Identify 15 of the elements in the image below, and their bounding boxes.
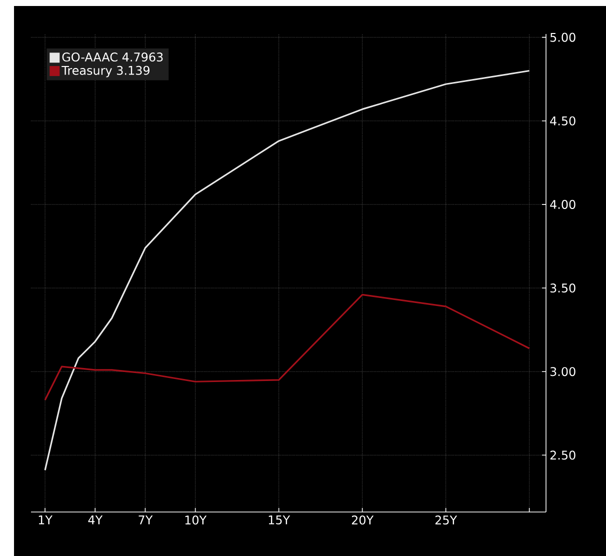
- legend-label: Treasury 3.139: [62, 66, 150, 78]
- x-tick-label: 1Y: [38, 516, 53, 524]
- y-tick-label: 4.50: [550, 116, 576, 126]
- x-tick-label: 15Y: [268, 516, 290, 524]
- x-tick-label: 7Y: [138, 516, 153, 524]
- y-tick-label: 5.00: [550, 32, 576, 42]
- x-tick-label: 20Y: [352, 516, 374, 525]
- y-tick-label: 4.00: [550, 200, 576, 209]
- y-tick-label: 2.50: [550, 450, 576, 460]
- x-tick-label: 4Y: [88, 516, 103, 524]
- y-tick-label: 3.50: [550, 284, 576, 293]
- legend-label: GO-AAAC 4.7963: [62, 52, 163, 62]
- y-tick-label: 3.00: [550, 367, 576, 376]
- x-tick-label: 25Y: [435, 516, 458, 525]
- x-tick-label: 10Y: [185, 516, 207, 525]
